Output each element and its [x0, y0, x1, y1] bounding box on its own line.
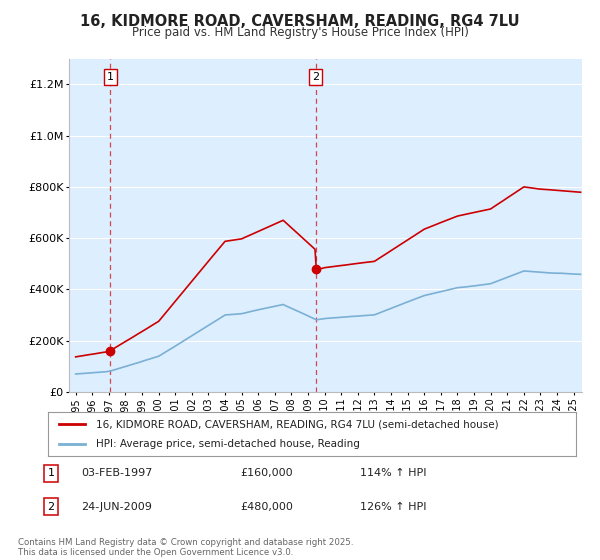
Text: Contains HM Land Registry data © Crown copyright and database right 2025.
This d: Contains HM Land Registry data © Crown c…: [18, 538, 353, 557]
Text: 1: 1: [107, 72, 114, 82]
Text: 16, KIDMORE ROAD, CAVERSHAM, READING, RG4 7LU: 16, KIDMORE ROAD, CAVERSHAM, READING, RG…: [80, 14, 520, 29]
Text: 2: 2: [312, 72, 319, 82]
Text: 03-FEB-1997: 03-FEB-1997: [81, 468, 152, 478]
Text: Price paid vs. HM Land Registry's House Price Index (HPI): Price paid vs. HM Land Registry's House …: [131, 26, 469, 39]
Text: 16, KIDMORE ROAD, CAVERSHAM, READING, RG4 7LU (semi-detached house): 16, KIDMORE ROAD, CAVERSHAM, READING, RG…: [95, 419, 498, 429]
Text: £160,000: £160,000: [240, 468, 293, 478]
Text: 1: 1: [47, 468, 55, 478]
Text: 114% ↑ HPI: 114% ↑ HPI: [360, 468, 427, 478]
Text: 126% ↑ HPI: 126% ↑ HPI: [360, 502, 427, 512]
Text: HPI: Average price, semi-detached house, Reading: HPI: Average price, semi-detached house,…: [95, 439, 359, 449]
Text: 2: 2: [47, 502, 55, 512]
Text: £480,000: £480,000: [240, 502, 293, 512]
Text: 24-JUN-2009: 24-JUN-2009: [81, 502, 152, 512]
